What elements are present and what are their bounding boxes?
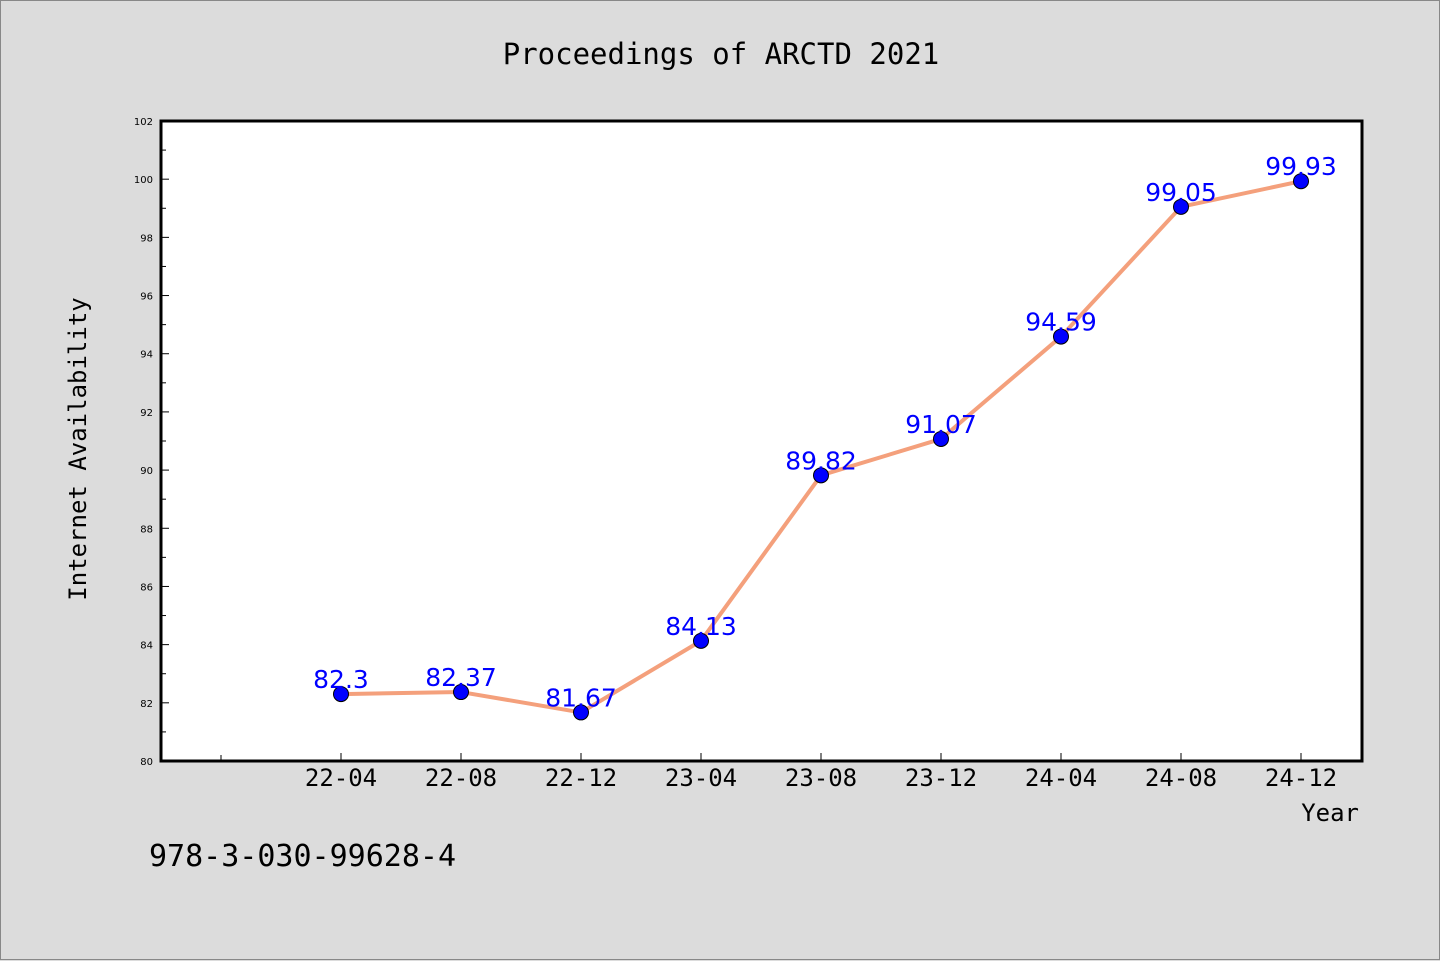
y-tick-label: 82	[140, 699, 153, 710]
y-tick-label: 90	[140, 466, 153, 477]
data-point	[1293, 173, 1309, 190]
chart-title: Proceedings of ARCTD 2021	[503, 37, 940, 71]
data-point	[1053, 328, 1069, 345]
x-tick-label: 24-12	[1265, 764, 1337, 792]
y-tick-label: 102	[134, 117, 153, 128]
data-point	[453, 684, 469, 701]
x-tick-label: 24-04	[1025, 764, 1097, 792]
y-tick-label: 94	[140, 350, 153, 361]
x-tick-label: 22-08	[425, 764, 497, 792]
y-axis-label: Internet Availability	[64, 297, 92, 600]
data-label: 94.59	[1025, 308, 1097, 337]
data-label: 89.82	[785, 446, 857, 475]
y-tick-label: 84	[140, 641, 153, 652]
data-label: 84.13	[665, 612, 737, 641]
x-tick-label: 22-04	[305, 764, 377, 792]
data-point	[1173, 198, 1189, 215]
data-label: 91.07	[905, 410, 977, 439]
data-label: 99.05	[1145, 178, 1217, 207]
data-point	[573, 704, 589, 721]
y-tick-label: 88	[140, 524, 153, 535]
data-label: 82.3	[313, 665, 369, 694]
isbn-footer: 978-3-030-99628-4	[149, 839, 456, 874]
x-axis-label: Year	[1301, 799, 1359, 827]
x-tick-label: 24-08	[1145, 764, 1217, 792]
data-point	[933, 430, 949, 447]
data-point	[813, 467, 829, 484]
x-tick-label: 22-12	[545, 764, 617, 792]
data-point	[333, 686, 349, 703]
x-tick-label: 23-12	[905, 764, 977, 792]
y-tick-label: 80	[140, 757, 153, 768]
data-label: 81.67	[545, 683, 617, 712]
y-tick-label: 100	[134, 175, 153, 186]
y-tick-label: 92	[140, 408, 153, 419]
series-layer	[333, 173, 1309, 721]
data-label: 99.93	[1265, 152, 1337, 181]
y-tick-label: 96	[140, 292, 153, 303]
plot-frame	[159, 119, 1364, 763]
data-labels: 82.3 82.37 81.67 84.13 89.82 91.07 94.59 99.05 9…	[313, 152, 1337, 712]
data-label: 82.37	[425, 663, 497, 692]
y-tick-label: 98	[140, 233, 153, 244]
data-point	[693, 632, 709, 649]
x-tick-label: 23-08	[785, 764, 857, 792]
x-tick-label: 23-04	[665, 764, 737, 792]
y-tick-label: 86	[140, 582, 153, 593]
axis-ticks: 80 82 84 86 88 90 92 94 96 98 100 102 22-04 22-08 22-1…	[134, 117, 1337, 792]
